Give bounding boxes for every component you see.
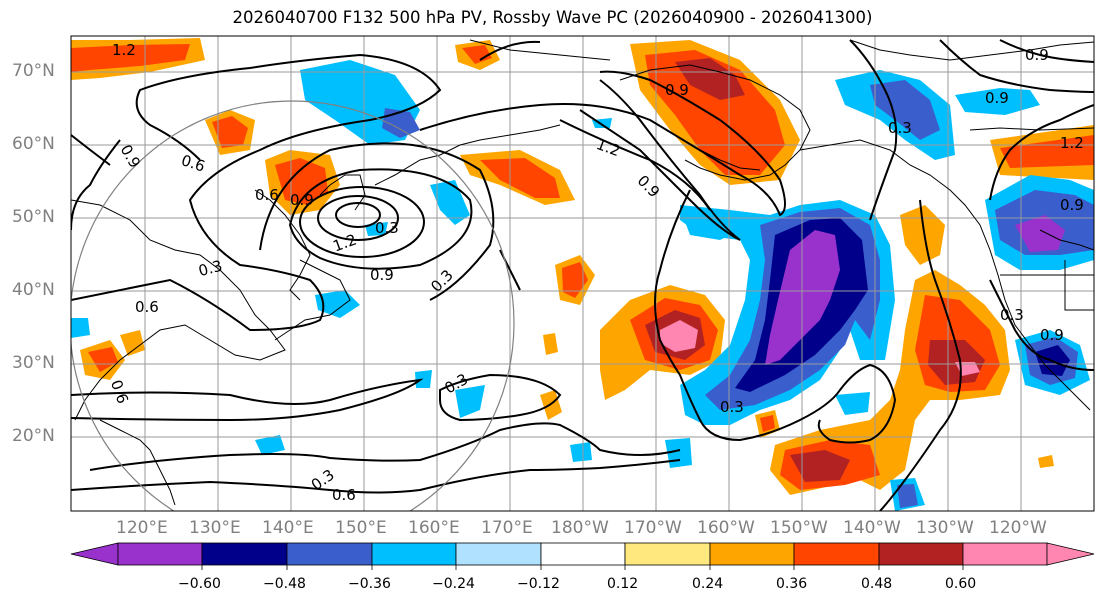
colorbar-segment [201,542,288,566]
longitude-label: 160°W [697,518,755,538]
latitude-label: 70°N [12,61,55,81]
longitude-label: 150°W [770,518,828,538]
positive-anomaly-west [71,38,1094,468]
contour-label: 0.6 [332,486,356,504]
colorbar-tick-label: 0.60 [945,576,977,592]
coastlines [71,39,1094,506]
colorbar-tick-label: 0.48 [861,576,893,592]
map-frame [70,35,1095,512]
contour-label: 0.9 [985,89,1009,107]
pv-contours [71,39,1094,511]
map-title: 2026040700 F132 500 hPa PV, Rossby Wave … [232,8,873,27]
colorbar-tick-label: −0.12 [517,576,560,592]
longitude-label: 120°E [116,518,168,538]
contour-label: 0.6 [255,186,279,204]
longitude-label: 120°W [989,518,1047,538]
colorbar-segment [624,542,711,566]
contour-label: 0.9 [1060,196,1084,214]
colorbar [70,542,1095,566]
longitude-label: 180°W [551,518,609,538]
latitude-label: 20°N [12,426,55,446]
colorbar-segment [540,542,626,566]
contour-label: 0.9 [1025,46,1049,64]
negative-anomaly-east [835,175,1094,511]
shaded-anomalies [71,38,1094,511]
negative-anomaly-north [300,60,1040,225]
contour-label: 0.9 [290,191,314,209]
contour-label: 0.3 [1000,306,1024,324]
colorbar-segment [371,542,457,566]
colorbar-segment [793,542,880,566]
longitude-label: 160°E [408,518,460,538]
colorbar-max-extension [1046,542,1095,566]
colorbar-ticks [201,565,964,570]
colorbar-tick-label: 0.24 [692,576,724,592]
contour-label: 0.9 [1040,326,1064,344]
positive-anomaly-alaska [630,40,800,185]
latitude-label: 40°N [12,280,55,300]
longitude-label: 140°E [262,518,314,538]
latitude-label: 30°N [12,353,55,373]
colorbar-segment [878,542,964,566]
contour-label: 0.3 [888,119,912,137]
contour-label: 0.6 [135,298,159,316]
reference-circle [71,100,515,511]
colorbar-tick-label: −0.24 [432,576,475,592]
colorbar-min-extension [70,542,119,566]
positive-anomaly-central-pacific [600,285,725,400]
contour-label: 0.3 [197,257,225,281]
longitude-label: 130°W [916,518,974,538]
longitude-label: 170°E [481,518,533,538]
longitude-label: 170°W [624,518,682,538]
colorbar-segment [117,542,203,566]
colorbar-tick-label: −0.36 [348,576,391,592]
colorbar-tick-label: −0.60 [178,576,221,592]
contour-label: 0.9 [370,266,394,284]
colorbar-segment [455,542,542,566]
longitude-label: 140°W [843,518,901,538]
longitude-label: 150°E [335,518,387,538]
contour-label: 0.3 [720,398,744,416]
colorbar-tick-label: 0.12 [607,576,639,592]
colorbar-tick-label: 0.36 [776,576,808,592]
contour-label: 0.3 [375,219,399,237]
contour-label: 0.9 [665,81,689,99]
colorbar-segment [286,542,373,566]
longitude-label: 130°E [189,518,241,538]
colorbar-segment [709,542,795,566]
contour-label: 1.2 [1060,134,1084,152]
latitude-label: 50°N [12,207,55,227]
latitude-label: 60°N [12,134,55,154]
colorbar-tick-label: −0.48 [263,576,306,592]
contour-label: 1.2 [112,41,136,59]
colorbar-segment [962,542,1048,566]
